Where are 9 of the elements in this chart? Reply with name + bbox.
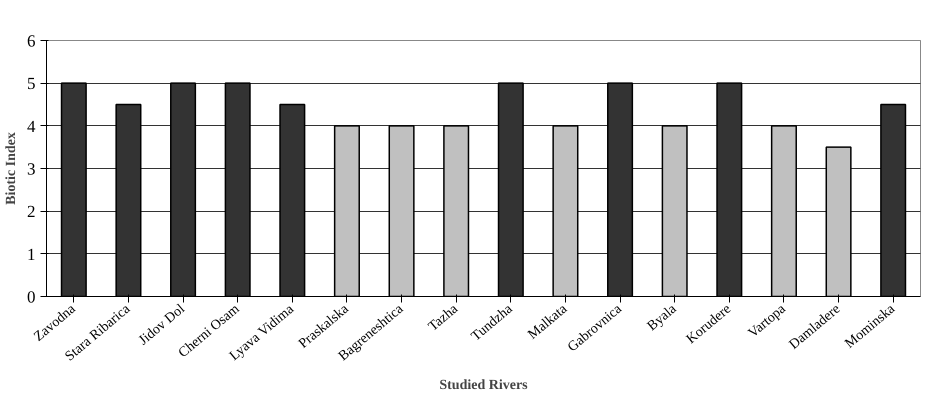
y-tick-label: 0 — [27, 288, 36, 306]
y-tick-label: 6 — [27, 32, 36, 50]
y-tick-label: 5 — [27, 74, 36, 94]
y-tick-label: 2 — [27, 202, 36, 222]
y-tick-label: 3 — [27, 160, 36, 178]
y-tick-label: 4 — [27, 116, 36, 136]
y-tick-label: 1 — [27, 244, 36, 264]
y-axis-title: Biotic Index — [4, 132, 19, 205]
x-axis-title: Studied Rivers — [439, 378, 528, 394]
